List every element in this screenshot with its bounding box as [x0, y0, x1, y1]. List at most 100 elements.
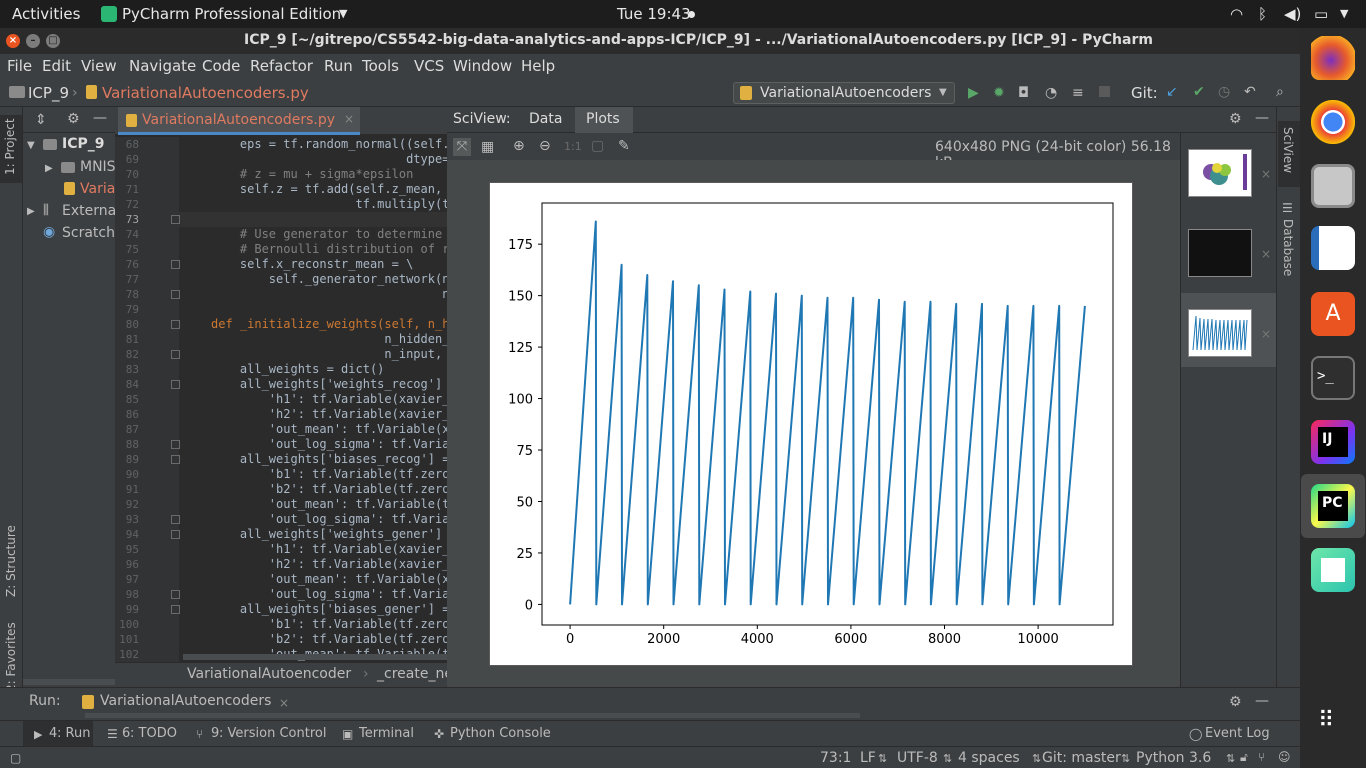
file-encoding[interactable]: UTF-8 — [897, 750, 938, 766]
fold-marker-icon[interactable] — [171, 215, 180, 224]
volume-icon[interactable]: ◀) — [1284, 5, 1302, 23]
color-picker-icon[interactable]: ✎ — [618, 138, 630, 154]
close-thumbnail-icon[interactable]: × — [1261, 167, 1272, 181]
show-applications-icon[interactable]: ⠿ — [1318, 708, 1337, 733]
profile-icon[interactable]: ◔ — [1045, 85, 1058, 101]
collapse-all-icon[interactable]: ⇕ — [35, 112, 47, 128]
fit-window-icon[interactable]: ▢ — [591, 138, 605, 154]
fit-zoom-icon[interactable]: ⤧ — [453, 138, 471, 156]
stop-icon[interactable] — [1099, 86, 1110, 97]
tab-data[interactable]: Data — [529, 111, 563, 127]
activities-button[interactable]: Activities — [12, 5, 81, 23]
menu-code[interactable]: Code — [202, 57, 241, 75]
git-history-icon[interactable]: ◷ — [1218, 84, 1231, 100]
app-icon[interactable] — [1311, 548, 1355, 592]
pycharm-icon[interactable]: PC — [1311, 484, 1355, 528]
tree-collapse-icon[interactable]: ▶ — [45, 163, 53, 174]
chrome-icon[interactable] — [1311, 100, 1355, 144]
menu-view[interactable]: View — [81, 57, 117, 75]
run-config-selector[interactable]: VariationalAutoencoders ▼ — [733, 82, 955, 104]
fold-marker-icon[interactable] — [171, 605, 180, 614]
battery-icon[interactable]: ▭ — [1314, 5, 1329, 23]
actual-size-button[interactable]: 1:1 — [564, 140, 582, 153]
close-window-icon[interactable]: × — [6, 34, 20, 48]
gear-icon[interactable]: ⚙ — [67, 111, 80, 127]
editor-tab-variational[interactable]: VariationalAutoencoders.py × — [118, 107, 360, 135]
tree-item-variational[interactable]: Varia — [80, 181, 116, 197]
lock-icon[interactable]: 🔓︎ — [1240, 750, 1248, 764]
breadcrumb-class[interactable]: VariationalAutoencoder — [187, 666, 352, 682]
code-area[interactable]: 68 eps = tf.random_normal((self. 69 dtype… — [115, 137, 448, 662]
software-center-icon[interactable]: A — [1311, 292, 1355, 336]
caret-position[interactable]: 73:1 — [820, 750, 852, 766]
tool-button-run[interactable]: : Run — [57, 726, 91, 741]
fold-marker-icon[interactable] — [171, 440, 180, 449]
plot-thumbnail-scatter[interactable] — [1188, 149, 1252, 197]
git-commit-icon[interactable]: ✔ — [1193, 84, 1205, 100]
concurrency-icon[interactable]: ≡ — [1072, 85, 1084, 101]
fold-marker-icon[interactable] — [171, 380, 180, 389]
python-interpreter[interactable]: Python 3.6 — [1136, 750, 1212, 766]
close-tab-icon[interactable]: × — [344, 112, 355, 126]
breadcrumb-method[interactable]: _create_ne — [377, 666, 453, 682]
menu-navigate[interactable]: Navigate — [129, 57, 197, 75]
editor-horizontal-scrollbar[interactable] — [183, 654, 448, 660]
debug-icon[interactable]: ✹ — [993, 85, 1005, 101]
git-branch[interactable]: Git: master — [1042, 750, 1121, 766]
tree-expand-icon[interactable]: ▼ — [27, 140, 35, 151]
plot-thumbnail-digits[interactable] — [1188, 229, 1252, 277]
zoom-in-icon[interactable]: ⊕ — [513, 138, 525, 154]
files-icon[interactable] — [1311, 164, 1355, 208]
fold-marker-icon[interactable] — [171, 260, 180, 269]
app-menu[interactable]: PyCharm Professional Edition — [122, 5, 342, 23]
tree-item-icp9[interactable]: ICP_9 — [62, 136, 105, 152]
git-merge-icon[interactable]: ⑂ — [1258, 750, 1266, 764]
intellij-icon[interactable]: IJ — [1311, 420, 1355, 464]
hide-panel-icon[interactable]: — — [1255, 693, 1269, 709]
terminal-icon[interactable]: >_ — [1311, 356, 1355, 400]
firefox-icon[interactable] — [1311, 36, 1355, 80]
tree-item-external[interactable]: Externa — [62, 203, 117, 219]
menu-file[interactable]: File — [7, 57, 33, 75]
fold-marker-icon[interactable] — [171, 455, 180, 464]
toggle-tool-windows-icon[interactable]: ▢ — [10, 751, 22, 765]
close-tab-icon[interactable]: × — [279, 696, 290, 710]
sciview-tool-button[interactable] — [1278, 121, 1300, 187]
close-thumbnail-icon[interactable]: × — [1261, 327, 1272, 341]
search-icon[interactable]: ⌕ — [1276, 84, 1284, 100]
tool-button-run-num[interactable]: 4 — [49, 726, 58, 741]
hide-panel-icon[interactable]: — — [93, 110, 107, 126]
tab-plots[interactable]: Plots — [586, 111, 620, 127]
grid-icon[interactable]: ▦ — [481, 139, 495, 155]
gear-icon[interactable]: ⚙ — [1229, 111, 1242, 127]
gear-icon[interactable]: ⚙ — [1229, 694, 1242, 710]
tab-plots-bg[interactable] — [575, 107, 633, 133]
bluetooth-icon[interactable]: ᛒ — [1258, 5, 1268, 23]
hide-panel-icon[interactable]: — — [1255, 110, 1269, 126]
structure-tool-label[interactable]: Z: Structure — [4, 525, 18, 597]
menu-tools[interactable]: Tools — [362, 57, 399, 75]
coverage-icon[interactable]: ◘ — [1018, 85, 1030, 101]
tool-button-python-console[interactable]: Python Console — [450, 726, 551, 741]
tool-button-vcs[interactable]: : Version Control — [219, 726, 327, 741]
menu-vcs[interactable]: VCS — [414, 57, 445, 75]
maximize-window-icon[interactable]: □ — [46, 34, 60, 48]
fold-marker-icon[interactable] — [171, 530, 180, 539]
indent-setting[interactable]: 4 spaces — [958, 750, 1020, 766]
menu-window[interactable]: Window — [453, 57, 513, 75]
fold-marker-icon[interactable] — [171, 515, 180, 524]
fold-marker-icon[interactable] — [171, 350, 180, 359]
minimize-window-icon[interactable]: – — [26, 34, 40, 48]
zoom-out-icon[interactable]: ⊖ — [539, 138, 551, 154]
inspector-icon[interactable]: ☺ — [1278, 750, 1291, 764]
git-revert-icon[interactable]: ↶ — [1244, 84, 1256, 100]
writer-icon[interactable] — [1311, 226, 1355, 270]
sciview-tool-label[interactable]: SciView — [1281, 127, 1295, 174]
plot-thumbnail-line[interactable] — [1188, 309, 1252, 357]
tree-item-mnist[interactable]: MNIS — [80, 159, 116, 175]
tool-button-event-log[interactable]: Event Log — [1205, 726, 1270, 741]
horizontal-scrollbar[interactable] — [23, 679, 115, 685]
menu-run[interactable]: Run — [324, 57, 353, 75]
wifi-icon[interactable]: ◠ — [1230, 5, 1244, 23]
project-tool-button[interactable] — [0, 115, 22, 183]
